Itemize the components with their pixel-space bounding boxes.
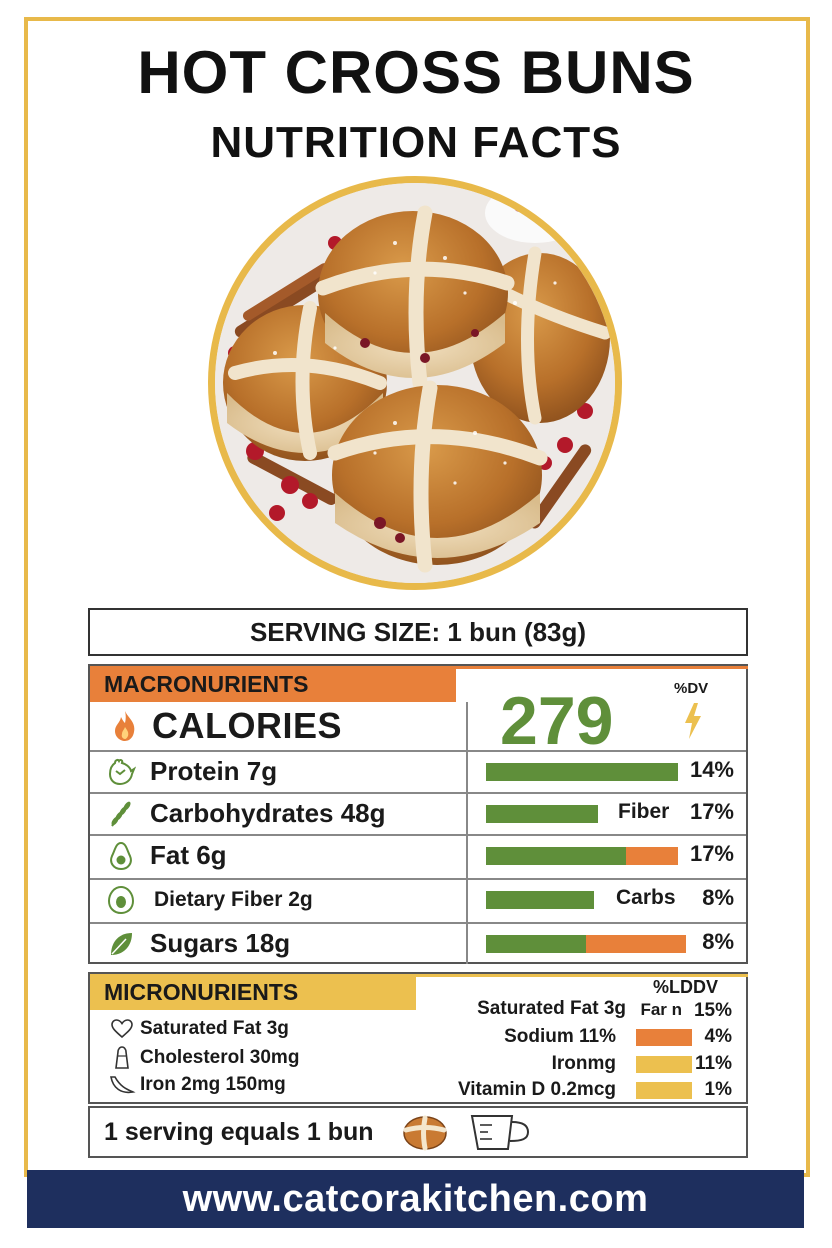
progress-bar [486, 805, 598, 823]
side-label: Carbs [616, 886, 676, 909]
micro-percent: 1% [704, 1079, 732, 1100]
column-divider [466, 702, 468, 964]
heart-icon [111, 1019, 133, 1039]
salt-shaker-icon [115, 1046, 129, 1069]
row-divider [90, 922, 746, 924]
micro-left-row: Iron 2mg 150mg [104, 1074, 286, 1096]
page-subtitle: NUTRITION FACTS [210, 118, 622, 167]
side-label: Fiber [618, 800, 670, 823]
bar-fill-green [486, 935, 586, 953]
micro-left-label: Cholesterol 30mg [140, 1047, 300, 1069]
bar-fill-green [486, 763, 678, 781]
micro-right-label: Sodium 11% [504, 1026, 616, 1047]
micro-right-label: Ironmg [551, 1053, 616, 1074]
micro-bar [636, 1056, 692, 1073]
micro-percent: 15% [693, 1000, 732, 1021]
macro-row-fat: Fat 6g 17% [90, 834, 746, 876]
dv-percent: 8% [702, 885, 734, 910]
progress-bar [486, 891, 594, 909]
row-divider [90, 834, 746, 836]
micro-left-row: Saturated Fat 3g [104, 1018, 289, 1040]
micro-right-label: Vitamin D 0.2mcg [457, 1079, 616, 1100]
bar-fill-orange [626, 847, 678, 865]
macro-row-sugars: Sugars 18g 8% [90, 922, 746, 964]
bar-fill-green [486, 847, 626, 865]
serving-note: 1 serving equals 1 bun [104, 1117, 374, 1146]
chicken-icon [108, 758, 136, 786]
micronutrients-panel: MICRONURIENTS %LDDV Saturated Fat 3g Cho… [88, 972, 748, 1104]
bar-fill-green [486, 805, 598, 823]
macronutrients-panel: MACRONURIENTS CALORIES 279 %DV Protein 7… [88, 664, 748, 964]
micro-left-label: Saturated Fat 3g [140, 1018, 289, 1039]
header-rule [416, 974, 748, 977]
macro-label: Sugars 18g [150, 928, 291, 958]
macro-row-carbohydrates: Carbohydrates 48g Fiber 17% [90, 792, 746, 834]
row-divider [90, 750, 746, 752]
macro-label: Protein 7g [150, 756, 278, 786]
page-title: HOT CROSS BUNS [137, 39, 695, 106]
row-divider [90, 878, 746, 880]
hot-cross-buns-photo [208, 176, 622, 590]
measuring-cup-icon [470, 1115, 529, 1150]
calories-value: 279 [500, 683, 614, 759]
flame-icon [115, 711, 135, 741]
micro-left-label: Iron 2mg 150mg [140, 1074, 286, 1096]
avocado-icon [107, 885, 135, 915]
lightning-icon [685, 703, 701, 739]
macro-row-protein: Protein 7g 14% [90, 750, 746, 792]
bar-fill-green [486, 891, 594, 909]
dv-percent: 8% [702, 929, 734, 954]
progress-bar [486, 763, 678, 781]
dv-percent: 14% [689, 757, 734, 782]
dv-percent: 17% [689, 841, 734, 866]
micro-right-label: Saturated Fat 3g [477, 998, 626, 1019]
row-divider [90, 792, 746, 794]
macro-row-dietary-fiber: Dietary Fiber 2g Carbs 8% [90, 878, 746, 920]
bun-icon [402, 1115, 447, 1151]
calories-label: CALORIES [152, 705, 343, 746]
serving-size: SERVING SIZE: 1 bun (83g) [88, 608, 748, 656]
micro-right-extra: Far n [640, 1000, 682, 1019]
banana-icon [110, 1076, 136, 1094]
avocado-icon [110, 841, 132, 871]
website-banner[interactable]: www.catcorakitchen.com [27, 1170, 804, 1228]
macronutrients-header: MACRONURIENTS [90, 666, 456, 702]
macro-label: Dietary Fiber 2g [154, 888, 313, 911]
ldv-label: %LDDV [652, 977, 718, 997]
calories-row: CALORIES [90, 702, 466, 750]
serving-note-row: 1 serving equals 1 bun [88, 1106, 748, 1158]
micronutrients-header: MICRONURIENTS [90, 974, 416, 1010]
wheat-icon [111, 801, 131, 827]
header-rule [456, 666, 748, 669]
micro-left-row: Cholesterol 30mg [104, 1046, 299, 1070]
progress-bar [486, 935, 686, 953]
bar-fill-orange [586, 935, 686, 953]
dv-label: %DV [674, 680, 709, 697]
micro-bar [636, 1029, 692, 1046]
micro-percent: 11% [695, 1053, 732, 1074]
leaf-icon [111, 933, 132, 955]
progress-bar [486, 847, 678, 865]
micro-percent: 4% [704, 1026, 732, 1047]
macro-label: Carbohydrates 48g [150, 798, 386, 828]
macro-label: Fat 6g [150, 840, 227, 870]
dv-percent: 17% [689, 799, 734, 824]
micro-bar [636, 1082, 692, 1099]
